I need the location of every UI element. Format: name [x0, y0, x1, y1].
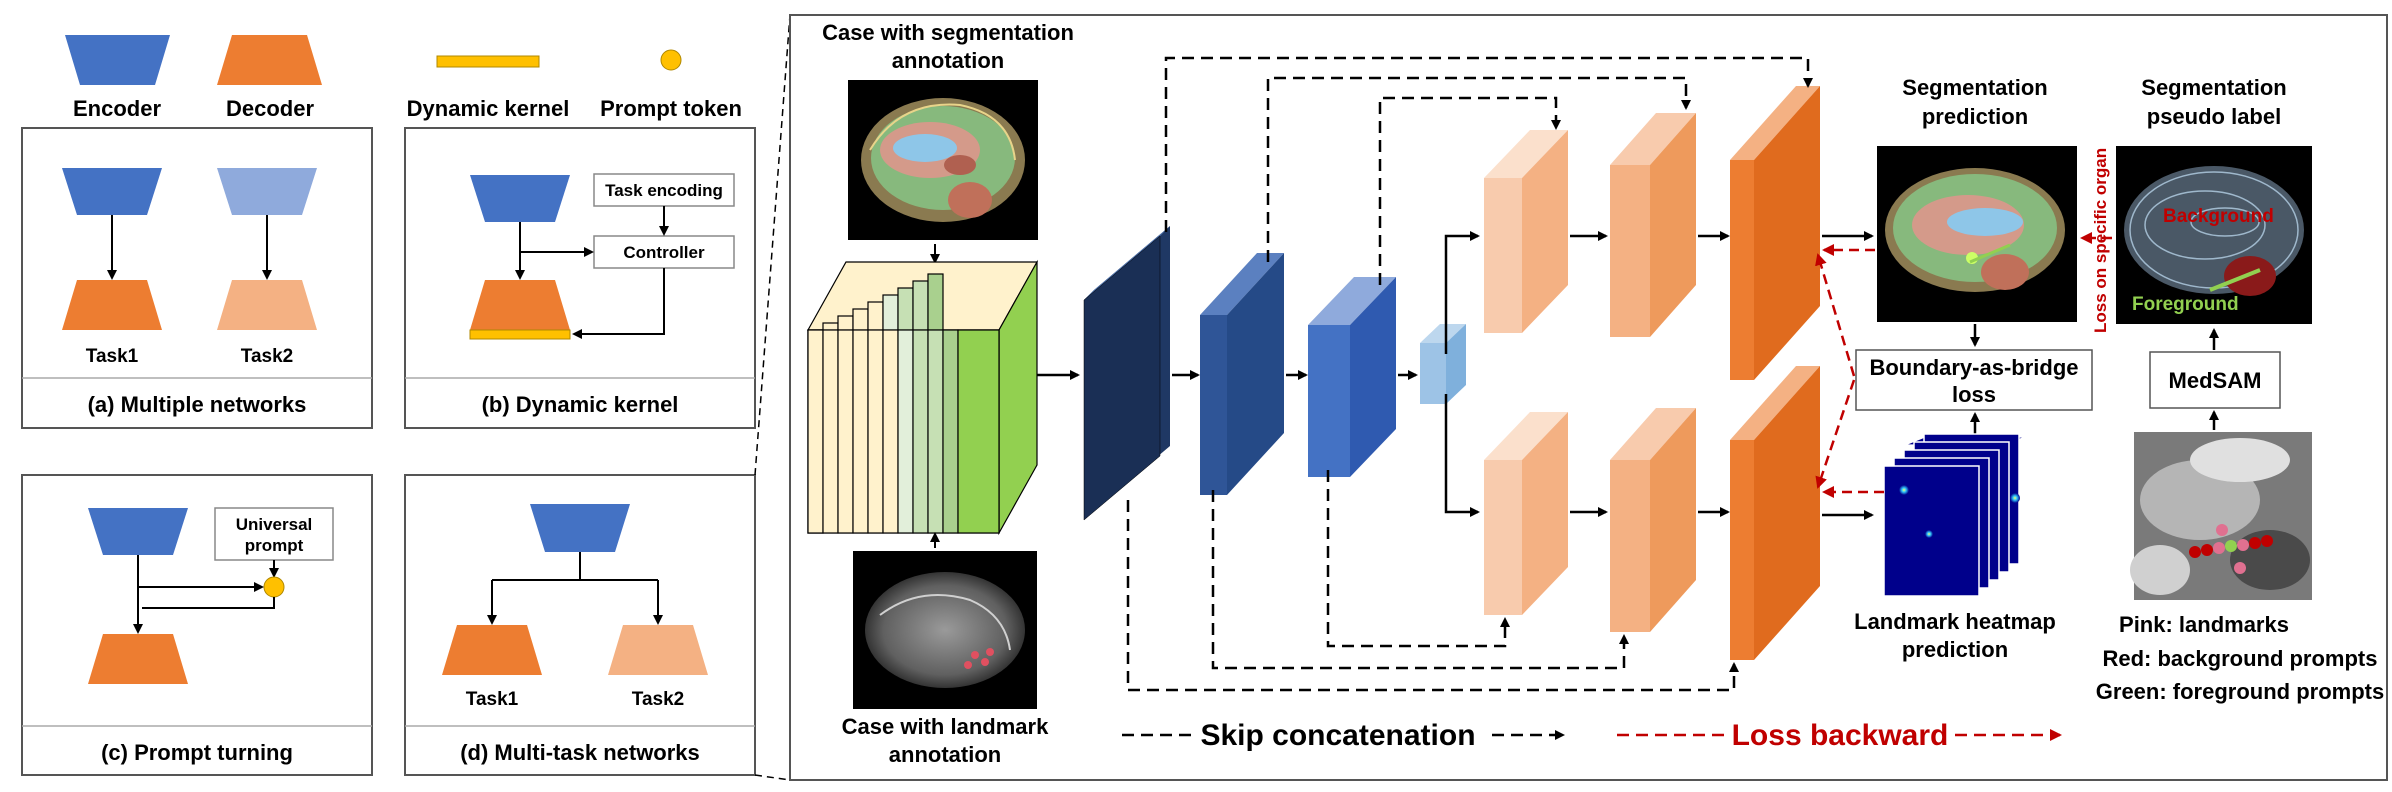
boundary-bridge-loss-box: [1855, 349, 2093, 411]
prompt-zoom-image: [2130, 432, 2312, 600]
panel-b-dynamic-kernel: Task encoding Controller (b) Dynamic ker…: [404, 127, 756, 429]
main-framework-panel: [789, 14, 2388, 781]
landmark-heatmap-stack: [1883, 433, 2026, 597]
decoder-task1-shape: [442, 625, 542, 675]
dynamic-kernel-bar: [469, 329, 571, 340]
landmark-decoder-block-2: [1610, 408, 1696, 632]
foreground-label: Foreground: [2132, 294, 2239, 315]
panel-c-prompt-turning: Universal prompt (c) Prompt turning: [21, 474, 373, 776]
pseudo-label-title-2: pseudo label: [2147, 104, 2281, 129]
prompt-token-legend-label: Prompt token: [600, 96, 742, 121]
panel-d-multi-task-networks: Task1 Task2 (d) Multi-task networks: [404, 474, 756, 776]
task-encoding-box: [593, 173, 735, 207]
decoder-shape: [88, 634, 188, 684]
background-label: Background: [2163, 206, 2274, 227]
bottleneck-block: [1420, 324, 1466, 404]
encoder-block-1: [1083, 226, 1170, 521]
legend: Encoder Decoder Dynamic kernel Prompt to…: [65, 35, 742, 121]
encoder-legend-label: Encoder: [73, 96, 161, 121]
task2-label: Task2: [241, 346, 293, 367]
landmark-case-title-2: annotation: [889, 742, 1001, 767]
decoder-task2-shape: [217, 280, 317, 330]
panel-a-caption: (a) Multiple networks: [88, 392, 307, 417]
seg-pred-title-2: prediction: [1922, 104, 2028, 129]
pink-landmarks-label: Pink: landmarks: [2119, 612, 2289, 637]
encoder-block-3: [1308, 277, 1396, 477]
landmark-decoder-block-1: [1484, 412, 1568, 615]
task1-label: Task1: [466, 689, 519, 710]
prompt-token-legend-icon: [660, 49, 682, 71]
panel-d-caption: (d) Multi-task networks: [460, 740, 700, 765]
panel-a-multiple-networks: Task1 Task2 (a) Multiple networks: [21, 127, 373, 429]
landmark-decoder-block-3: [1730, 366, 1820, 660]
red-background-label: Red: background prompts: [2102, 646, 2377, 671]
loss-specific-organ-label: Loss on specific organ: [2091, 148, 2110, 333]
encoder-legend-icon: [65, 35, 170, 85]
task-encoding-label: Task encoding: [605, 181, 723, 200]
universal-prompt-label-1: Universal: [236, 515, 313, 534]
loss-backward-arrows: [1815, 232, 2112, 498]
dynamic-kernel-legend-icon: [436, 55, 540, 68]
pseudo-label-image: [2116, 146, 2312, 324]
dynamic-kernel-legend-label: Dynamic kernel: [407, 96, 570, 121]
seg-decoder-block-3: [1730, 86, 1820, 380]
task1-label: Task1: [86, 346, 139, 367]
seg-case-image: [848, 80, 1038, 240]
decoder-task1-shape: [62, 280, 162, 330]
boundary-bridge-loss-label-1: Boundary-as-bridge: [1869, 355, 2078, 380]
seg-decoder-block-2: [1610, 113, 1696, 337]
task2-label: Task2: [632, 689, 684, 710]
seg-pred-title-1: Segmentation: [1902, 75, 2047, 100]
decoder-shape: [470, 280, 570, 330]
decoder-task2-shape: [608, 625, 708, 675]
pseudo-label-title-1: Segmentation: [2141, 75, 2286, 100]
decoder-legend-icon: [217, 35, 322, 85]
encoder-shape-light: [217, 168, 317, 215]
medsam-label: MedSAM: [2169, 368, 2262, 393]
green-foreground-label: Green: foreground prompts: [2096, 679, 2384, 704]
seg-decoder-block-1: [1484, 130, 1568, 333]
heatmap-title-2: prediction: [1902, 637, 2008, 662]
input-volume-stack: [806, 259, 1039, 536]
heatmap-title-1: Landmark heatmap: [1854, 609, 2056, 634]
loss-backward-label: Loss backward: [1732, 719, 1949, 752]
medsam-box: [2149, 351, 2281, 409]
seg-case-title-1: Case with segmentation: [822, 20, 1074, 45]
universal-prompt-box: [214, 507, 334, 561]
encoder-shape: [530, 504, 630, 552]
panel-c-caption: (c) Prompt turning: [101, 740, 293, 765]
encoder-shape: [470, 175, 570, 222]
panel-b-caption: (b) Dynamic kernel: [482, 392, 679, 417]
encoder-shape: [88, 508, 188, 555]
landmark-case-image: [853, 551, 1037, 709]
decoder-legend-label: Decoder: [226, 96, 314, 121]
skip-connections: [1126, 56, 1813, 692]
boundary-bridge-loss-label-2: loss: [1952, 382, 1996, 407]
line-legend: Skip concatenation Loss backward: [1122, 719, 2062, 752]
prompt-token-icon: [263, 576, 285, 598]
seg-case-title-2: annotation: [892, 48, 1004, 73]
encoder-shape: [62, 168, 162, 215]
seg-prediction-image: [1877, 146, 2077, 322]
encoder-block-2: [1200, 253, 1284, 495]
landmark-case-title-1: Case with landmark: [842, 714, 1049, 739]
controller-label: Controller: [623, 243, 705, 262]
skip-concatenation-label: Skip concatenation: [1200, 719, 1475, 752]
universal-prompt-label-2: prompt: [245, 536, 304, 555]
